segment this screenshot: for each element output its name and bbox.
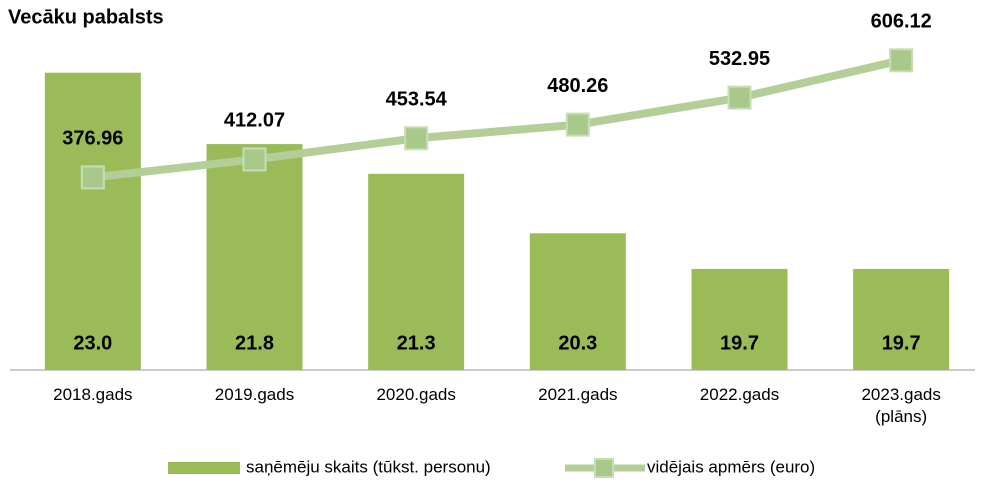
legend-swatch: [168, 462, 240, 474]
x-tick-label: 2022.gads: [699, 385, 780, 404]
line-marker: [242, 147, 267, 172]
legend-label: vidējais apmērs (euro): [647, 457, 815, 476]
bar: [691, 268, 788, 370]
legend-label: saņēmēju skaits (tūkst. personu): [246, 457, 491, 476]
line-value-label: 606.12: [871, 11, 932, 33]
line-value-label: 376.96: [62, 128, 123, 150]
bar-value-label: 19.7: [720, 332, 759, 354]
chart-title: Vecāku pabalsts: [8, 6, 164, 28]
x-tick-label: 2018.gads: [53, 385, 133, 404]
bar-value-label: 21.3: [397, 332, 436, 354]
bar: [853, 268, 950, 370]
x-tick-label: 2023.gads (plāns): [861, 385, 941, 426]
line-value-label: 412.07: [224, 110, 285, 132]
bar-value-label: 21.8: [235, 332, 274, 354]
bar-value-label: 23.0: [73, 332, 112, 354]
x-tick-label: 2019.gads: [214, 385, 295, 404]
line-marker: [565, 112, 590, 137]
line-marker: [727, 85, 752, 110]
line-value-label: 532.95: [709, 48, 770, 70]
bar-value-label: 19.7: [882, 332, 921, 354]
legend-swatch-marker: [594, 458, 614, 478]
bar: [529, 233, 626, 370]
bar: [368, 173, 465, 370]
bar: [44, 72, 141, 371]
bar-value-label: 20.3: [558, 332, 597, 354]
line-marker: [80, 165, 105, 190]
line: [92, 56, 903, 182]
line-value-label: 453.54: [386, 89, 448, 111]
line-marker: [404, 126, 429, 151]
x-tick-label: 2021.gads: [538, 385, 618, 404]
line-value-label: 480.26: [547, 75, 608, 97]
x-tick-label: 2020.gads: [376, 385, 456, 404]
line-marker: [889, 48, 914, 73]
bar: [206, 144, 303, 370]
